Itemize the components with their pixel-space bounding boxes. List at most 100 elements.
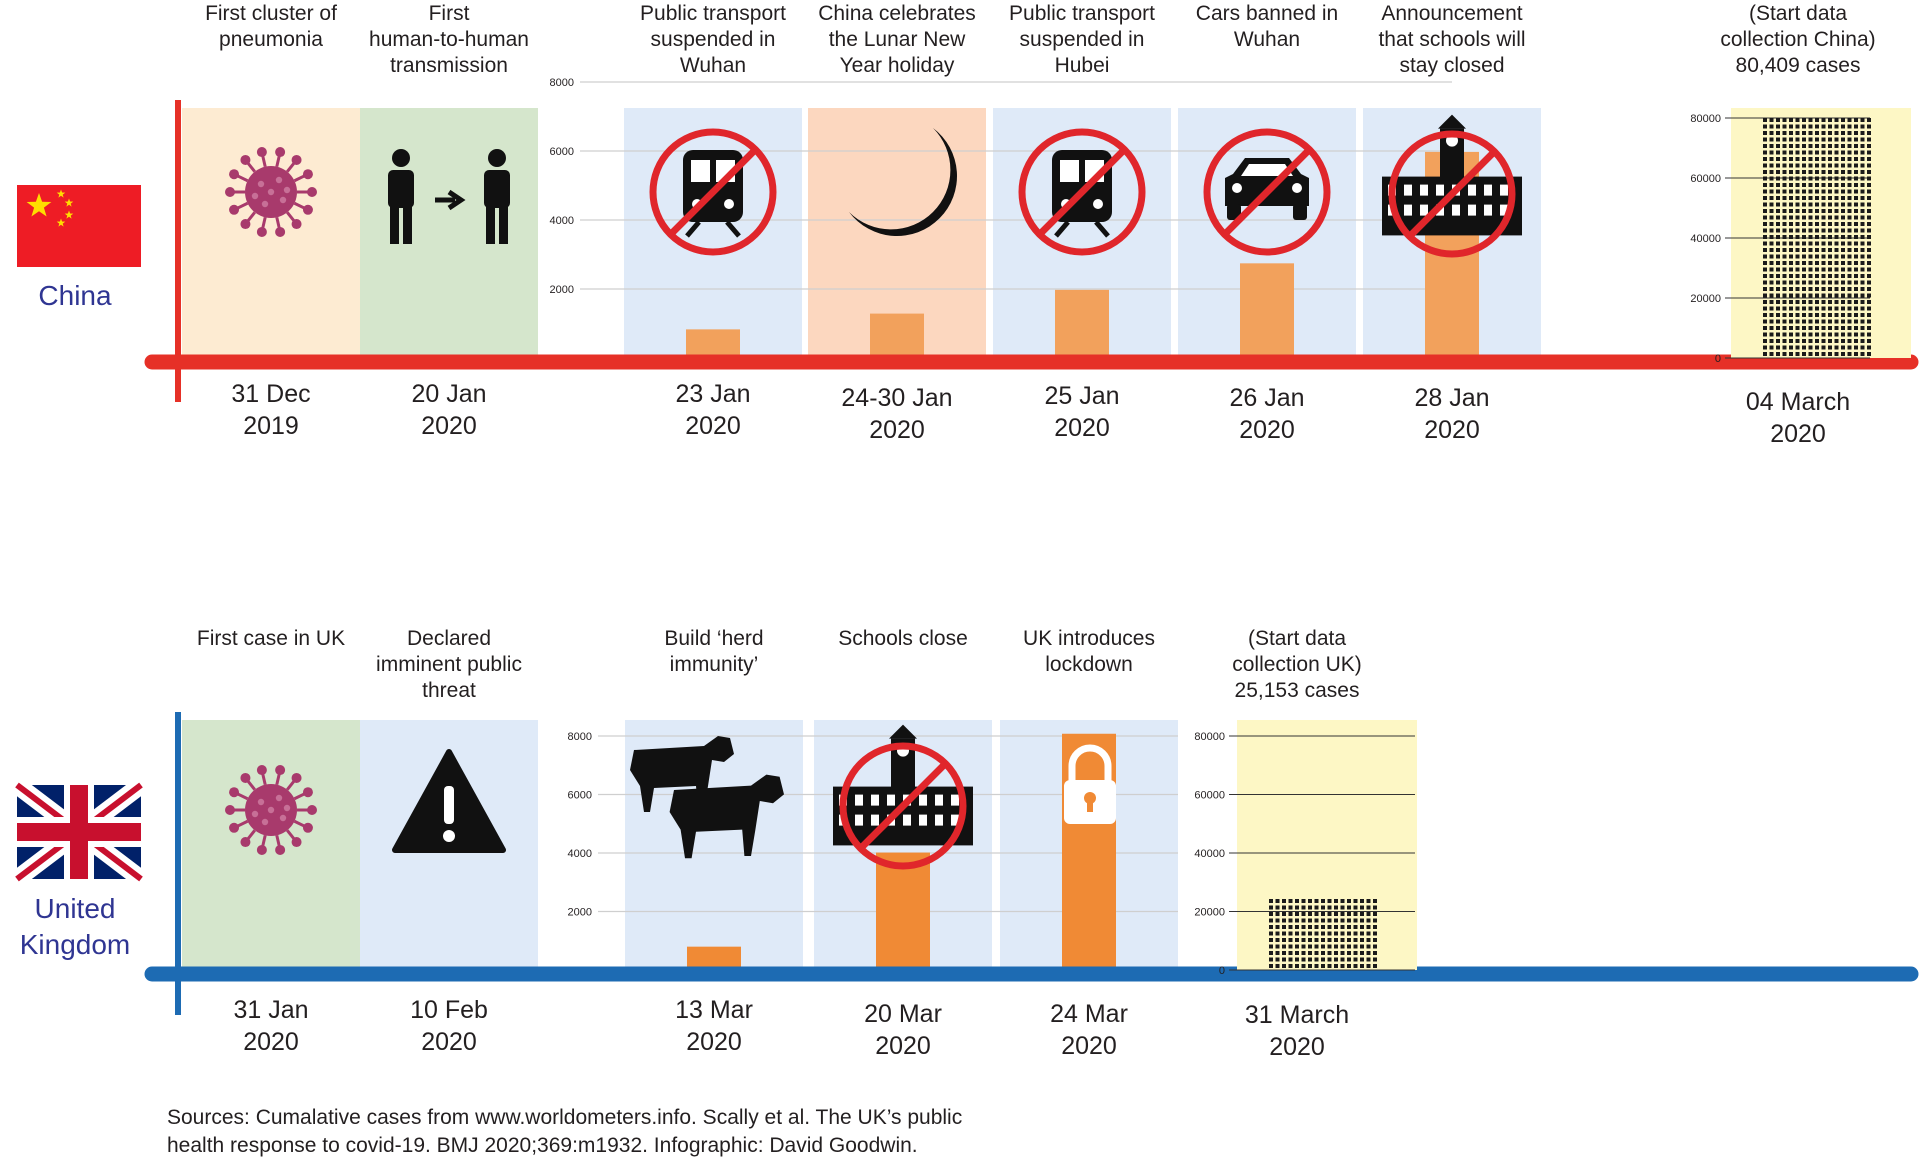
virus-spot <box>283 804 291 812</box>
case-dot <box>1808 131 1813 135</box>
case-dot <box>1763 267 1767 272</box>
case-dot <box>1769 235 1774 239</box>
event-title: First cluster of pneumonia <box>205 2 337 51</box>
case-dot <box>1282 938 1286 942</box>
case-dot <box>1867 313 1871 317</box>
case-dot <box>1802 280 1806 285</box>
case-dot <box>1782 267 1787 272</box>
virus-spike-tip <box>275 765 286 776</box>
event-title: Schools close <box>838 627 968 650</box>
school-clock <box>1446 134 1458 147</box>
flag-star-large <box>26 193 52 217</box>
event-title-line: imminent public <box>376 653 522 676</box>
school-window <box>951 814 959 826</box>
train-rail <box>685 220 741 238</box>
flag-star-small <box>64 198 74 207</box>
case-dot <box>1308 918 1312 923</box>
case-dot <box>1308 899 1312 903</box>
case-dot <box>1867 144 1871 148</box>
sources-note-line: Sources: Cumalative cases from www.world… <box>167 1106 962 1129</box>
case-dot <box>1834 163 1839 168</box>
case-dot <box>1769 280 1774 285</box>
case-dot <box>1308 931 1312 936</box>
case-dot <box>1860 235 1865 239</box>
case-dot <box>1763 287 1767 291</box>
case-dot <box>1815 287 1819 291</box>
case-dot <box>1854 137 1858 142</box>
case-dot <box>1854 209 1858 213</box>
case-dot <box>1776 352 1780 356</box>
case-dot <box>1763 131 1767 135</box>
case-dot <box>1802 118 1806 122</box>
case-dot <box>1802 176 1806 181</box>
case-dot <box>1763 306 1767 311</box>
case-dot <box>1854 222 1858 226</box>
person-leg <box>403 202 412 244</box>
case-dot <box>1795 241 1800 246</box>
bar <box>1055 289 1109 358</box>
virus-spike-tip <box>291 837 302 848</box>
virus-spike-tip <box>256 226 267 237</box>
case-dot <box>1795 118 1800 122</box>
bar <box>686 329 740 358</box>
case-dot <box>1360 951 1364 955</box>
case-dot <box>1282 899 1286 903</box>
prohibit-ring <box>1203 128 1331 256</box>
case-dot <box>1854 124 1858 129</box>
case-dot <box>1347 918 1351 923</box>
case-dot <box>1769 196 1774 200</box>
case-dot <box>1834 280 1839 285</box>
y-tick-label: 2000 <box>550 284 574 296</box>
case-dot <box>1808 274 1813 278</box>
event-title-line: pneumonia <box>219 28 323 51</box>
china-section: 0 2000 4000 6000 8000 First cluster of pneumon… <box>144 2 1919 448</box>
case-dot <box>1808 144 1813 148</box>
case-dot <box>1782 261 1787 265</box>
case-dot <box>1301 918 1306 923</box>
case-dot <box>1841 235 1845 239</box>
case-dot <box>1776 280 1780 285</box>
person-torso <box>484 170 510 208</box>
event-title-line: First cluster of <box>205 2 337 25</box>
case-dot <box>1288 918 1293 923</box>
case-dot <box>1776 274 1780 278</box>
case-dot <box>1795 287 1800 291</box>
case-dot <box>1847 319 1852 324</box>
case-dot <box>1808 287 1813 291</box>
final-panel <box>1237 720 1417 970</box>
case-dot <box>1802 326 1806 330</box>
case-dot <box>1373 918 1377 923</box>
case-dot <box>1808 228 1813 233</box>
flag-star-small <box>64 210 74 219</box>
case-dot <box>1821 150 1826 155</box>
case-dot <box>1834 261 1839 265</box>
case-dot <box>1769 124 1774 129</box>
event-date: 25 Jan 2020 <box>1044 382 1119 442</box>
school-window <box>919 794 927 806</box>
case-dot <box>1769 222 1774 226</box>
case-dot <box>1841 196 1845 200</box>
event-title-line: Wuhan <box>1234 28 1300 51</box>
case-dot <box>1808 300 1813 304</box>
case-dot <box>1269 931 1273 936</box>
y-tick-label: 20000 <box>1194 907 1225 919</box>
case-dot <box>1821 313 1826 317</box>
prohibit-slash <box>858 761 948 851</box>
case-dot <box>1847 131 1852 135</box>
case-dot <box>1860 345 1865 350</box>
prohibit-ring <box>1388 130 1516 258</box>
case-dot <box>1288 905 1293 910</box>
case-dot <box>1860 150 1865 155</box>
case-dot <box>1860 131 1865 135</box>
case-dot <box>1360 931 1364 936</box>
case-dot <box>1860 157 1865 161</box>
case-dot <box>1776 261 1780 265</box>
case-dot <box>1815 196 1819 200</box>
event-title-line: Year holiday <box>840 54 955 77</box>
case-dot <box>1802 248 1806 252</box>
case-dot <box>1340 951 1345 955</box>
uk-section: 0 2000 4000 6000 8000 First case in UK 31 Jan 2… <box>144 627 1919 1061</box>
case-dot <box>1366 938 1371 942</box>
case-dot <box>1867 300 1871 304</box>
case-dot <box>1769 293 1774 298</box>
